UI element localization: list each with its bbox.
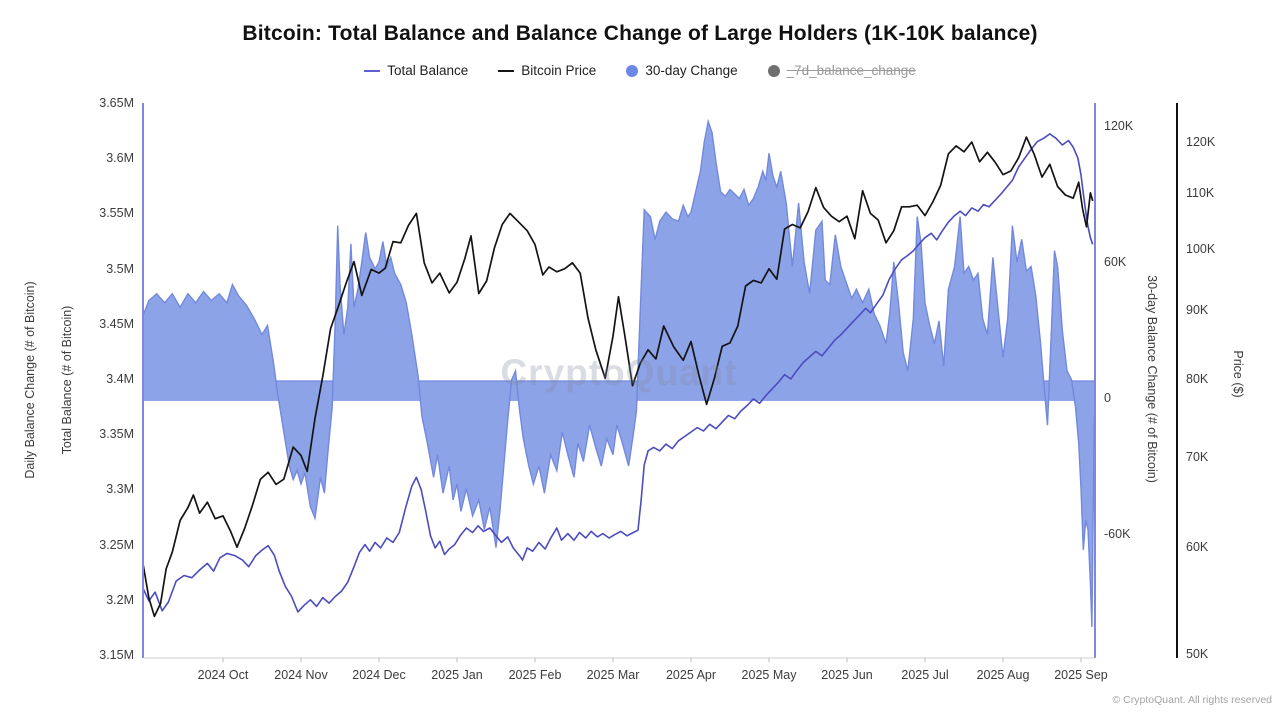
series-bitcoin-price-line bbox=[143, 136, 1094, 618]
total-balance-line-swatch-icon bbox=[364, 69, 381, 72]
balance-axis-tick: 3.65M bbox=[99, 96, 134, 110]
copyright-notice: © CryptoQuant. All rights reserved bbox=[1112, 694, 1272, 706]
series-30day-change-edge bbox=[143, 118, 1095, 628]
month-axis-tick: 2025 Jun bbox=[821, 668, 873, 682]
balance-axis-tick: 3.4M bbox=[106, 372, 134, 386]
balance-axis-tick: 3.2M bbox=[106, 592, 134, 607]
legend-item-total-balance[interactable]: Total Balance bbox=[364, 63, 468, 78]
legend-label: 30-day Change bbox=[645, 63, 738, 78]
series-total-balance-line bbox=[143, 133, 1094, 613]
balance-axis-tick: 3.15M bbox=[99, 648, 134, 662]
price-axis-tick: 110K bbox=[1186, 185, 1215, 200]
price-axis-tick: 50K bbox=[1186, 646, 1209, 661]
change-axis-tick: -60K bbox=[1104, 527, 1131, 542]
balance-axis-tick: 3.35M bbox=[99, 427, 134, 442]
month-axis-tick: 2025 Jan bbox=[431, 668, 483, 682]
balance-axis-tick: 3.3M bbox=[106, 482, 134, 497]
change-axis-tick: 0 bbox=[1104, 391, 1111, 405]
balance-axis-tick: 3.45M bbox=[99, 316, 134, 331]
balance-axis-tick: 3.5M bbox=[106, 261, 134, 276]
month-axis-tick: 2024 Dec bbox=[352, 668, 406, 682]
balance-axis-tick: 3.55M bbox=[99, 206, 134, 221]
balance-axis-tick: 3.25M bbox=[99, 537, 134, 552]
legend-label-disabled: _7d_balance_change bbox=[786, 63, 916, 78]
legend-label: Bitcoin Price bbox=[521, 63, 597, 78]
month-axis-tick: 2025 Apr bbox=[665, 668, 717, 682]
legend-item-bitcoin-price[interactable]: Bitcoin Price bbox=[498, 63, 596, 78]
month-axis-tick: 2025 Feb bbox=[508, 668, 562, 682]
price-axis-tick: 60K bbox=[1186, 540, 1209, 555]
price-axis-tick: 70K bbox=[1186, 450, 1209, 465]
series-30day-change-area bbox=[143, 121, 1095, 627]
month-axis-tick: 2025 Aug bbox=[976, 668, 1030, 682]
price-axis-tick: 80K bbox=[1186, 372, 1209, 387]
balance-axis-tick: 3.6M bbox=[106, 151, 134, 166]
month-axis-tick: 2024 Oct bbox=[197, 668, 249, 682]
price-axis-tick: 100K bbox=[1186, 241, 1216, 256]
page-title: Bitcoin: Total Balance and Balance Chang… bbox=[242, 22, 1038, 45]
30day-change-dot-swatch-icon bbox=[626, 64, 639, 77]
month-axis-tick: 2024 Nov bbox=[274, 668, 328, 682]
month-axis-tick: 2025 Jul bbox=[901, 668, 949, 682]
legend-label: Total Balance bbox=[387, 63, 469, 78]
price-axis-tick: 90K bbox=[1186, 303, 1209, 318]
legend-item-7d-balance-change[interactable]: _7d_balance_change bbox=[767, 63, 916, 78]
change-axis-tick: 120K bbox=[1104, 118, 1134, 133]
price-axis-tick: 120K bbox=[1186, 135, 1216, 149]
chart-legend: Total Balance Bitcoin Price 30-day Chang… bbox=[0, 63, 1280, 78]
month-axis-tick: 2025 May bbox=[741, 668, 797, 682]
month-axis-tick: 2025 Sep bbox=[1054, 668, 1108, 682]
change-axis-tick: 60K bbox=[1104, 254, 1127, 269]
legend-item-30day-change[interactable]: 30-day Change bbox=[626, 63, 738, 78]
7d-balance-change-dot-swatch-icon bbox=[767, 64, 780, 77]
bitcoin-price-line-swatch-icon bbox=[498, 69, 515, 72]
month-axis-tick: 2025 Mar bbox=[586, 668, 640, 682]
